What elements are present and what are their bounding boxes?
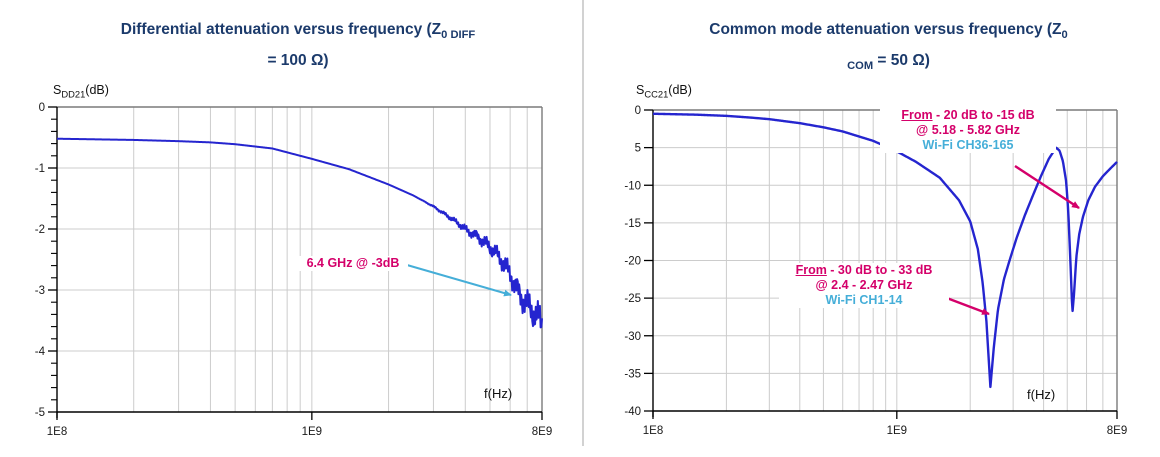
title-subscript: COM — [847, 60, 874, 73]
wifi-2p4ghz-annotation: From - 30 dB to - 33 dB @ 2.4 - 2.47 GHz… — [779, 263, 949, 308]
y-tick-label: -5 — [35, 407, 45, 419]
y-tick-label: 0 — [635, 105, 641, 117]
annotation-line-1: From - 30 dB to - 33 dB — [795, 263, 933, 277]
y-tick-label: -15 — [624, 218, 641, 230]
common-mode-chart-title: Common mode attenuation versus frequency… — [617, 17, 1160, 79]
title-line-1: Differential attenuation versus frequenc… — [120, 20, 476, 41]
annotation-line-2: @ 2.4 - 2.47 GHz — [815, 278, 913, 292]
common-mode-chart-panel: Common mode attenuation versus frequency… — [583, 0, 1160, 457]
annotation-arrow — [1014, 164, 1080, 210]
y-tick-label: -25 — [624, 293, 641, 305]
y-tick-label: -30 — [624, 331, 641, 343]
y-axis-title-sdd21: SDD21(dB) — [53, 83, 109, 100]
panel-divider — [582, 0, 584, 446]
x-tick-label: 8E9 — [1107, 425, 1127, 437]
y-tick-label: -35 — [624, 368, 641, 380]
x-axis-title: f(Hz) — [1027, 387, 1056, 402]
annotation-line-1: From - 20 dB to -15 dB — [901, 108, 1035, 122]
title-line-2: COM = 50 Ω) — [847, 51, 930, 73]
y-tick-label: -10 — [624, 180, 641, 192]
y-axis-title-scc21: SCC21(dB) — [636, 83, 692, 100]
y-tick-label: -2 — [35, 224, 45, 236]
marker-annotation-6p4ghz: 6.4 GHz @ -3dB — [298, 256, 408, 271]
attenuation-curve — [652, 112, 1118, 389]
x-tick-label: 1E9 — [302, 426, 322, 438]
wifi-5ghz-annotation: From - 20 dB to -15 dB @ 5.18 - 5.82 GHz… — [880, 108, 1056, 153]
title-line-2: = 100 Ω) — [267, 51, 329, 69]
annotation-line-3: Wi-Fi CH1-14 — [825, 293, 903, 307]
x-axis-title: f(Hz) — [484, 386, 513, 401]
attenuation-curve — [56, 137, 543, 329]
x-tick-label: 8E9 — [532, 426, 552, 438]
y-tick-label: -4 — [35, 346, 46, 358]
annotation-arrow — [406, 264, 512, 297]
annotation-line-3: Wi-Fi CH36-165 — [922, 138, 1014, 152]
y-tick-label: -20 — [624, 256, 641, 268]
differential-chart-title: Differential attenuation versus frequenc… — [18, 17, 578, 74]
y-tick-label: -40 — [624, 406, 641, 418]
title-subscript: 0 DIFF — [441, 28, 476, 41]
title-subscript: 0 — [1061, 28, 1068, 41]
x-tick-label: 1E8 — [643, 425, 663, 437]
x-tick-label: 1E8 — [47, 426, 67, 438]
y-tick-label: 5 — [635, 143, 641, 155]
x-tick-label: 1E9 — [887, 425, 907, 437]
annotation-line-2: @ 5.18 - 5.82 GHz — [916, 123, 1020, 137]
annotation-text: 6.4 GHz @ -3dB — [306, 256, 400, 270]
y-tick-label: -1 — [35, 163, 45, 175]
y-tick-label: 0 — [39, 102, 45, 114]
differential-chart-panel: Differential attenuation versus frequenc… — [18, 17, 578, 438]
title-line-1: Common mode attenuation versus frequency… — [709, 20, 1068, 41]
y-tick-label: -3 — [35, 285, 45, 297]
